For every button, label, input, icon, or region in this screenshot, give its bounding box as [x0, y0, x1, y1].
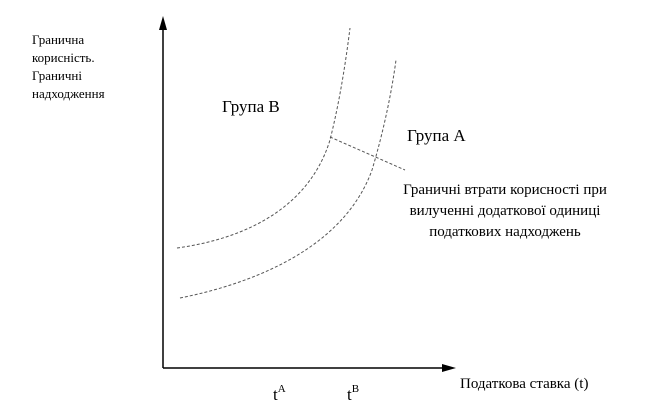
y-axis-label: надходження	[32, 86, 105, 101]
y-axis-label: корисність.	[32, 50, 95, 65]
tick-base: t	[347, 385, 352, 404]
annotation: вилученні додаткової одиниці	[410, 203, 601, 219]
tick-label: tA	[273, 383, 286, 404]
group-label: Група A	[407, 126, 466, 145]
curve-group-b	[176, 27, 351, 249]
tick-sup: B	[352, 383, 359, 395]
y-axis-label: Граничні	[32, 68, 82, 83]
annotation: податкових надходжень	[429, 224, 581, 240]
x-axis-label: Податкова ставка (t)	[460, 376, 588, 392]
curve-group-a	[179, 59, 397, 299]
tick-sup: A	[278, 383, 286, 395]
tick-label: tB	[347, 383, 359, 404]
connector-line	[329, 136, 406, 171]
x-axis-arrow	[442, 364, 456, 372]
y-axis-arrow	[159, 16, 167, 30]
annotation: Граничні втрати корисності при	[403, 182, 607, 198]
group-label: Група B	[222, 97, 280, 116]
y-axis-label: Гранична	[32, 32, 84, 47]
tick-base: t	[273, 385, 278, 404]
